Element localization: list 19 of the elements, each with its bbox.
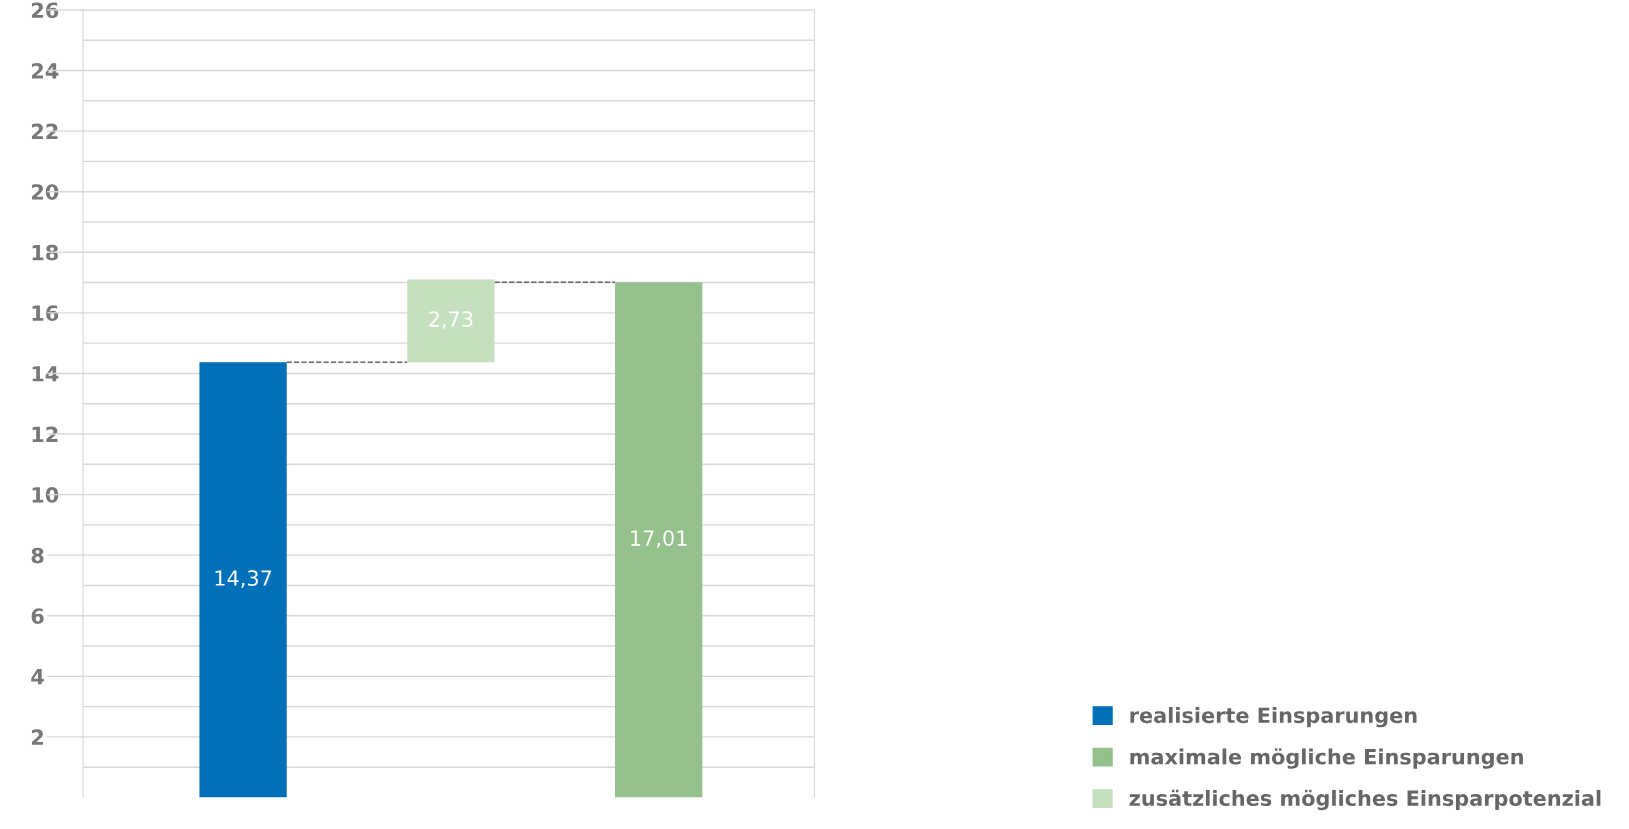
legend-label: maximale mögliche Einsparungen [1130, 748, 1523, 769]
y-tick-label: 16 [32, 305, 59, 322]
y-tick-label: 10 [32, 487, 59, 503]
y-tick-label: 8 [31, 547, 44, 564]
data-label: 14,37 [215, 570, 272, 589]
y-tick-label: 14 [32, 366, 59, 382]
y-tick-label: 4 [31, 669, 44, 685]
y-tick-label: 20 [31, 184, 59, 200]
y-tick-label: 12 [32, 426, 58, 442]
y-tick-label: 2 [31, 729, 43, 745]
data-label: 2,73 [429, 311, 473, 330]
y-tick-label: 24 [31, 62, 59, 79]
y-tick-label: 26 [31, 2, 59, 19]
data-label: 17,01 [631, 530, 687, 549]
legend-label: zusätzliches mögliches Einsparpotenzial [1129, 789, 1601, 811]
y-tick-label: 22 [31, 123, 58, 140]
y-tick-label: 6 [31, 608, 44, 624]
y-tick-label: 18 [32, 244, 58, 261]
legend-label: realisierte Einsparungen [1130, 707, 1417, 728]
